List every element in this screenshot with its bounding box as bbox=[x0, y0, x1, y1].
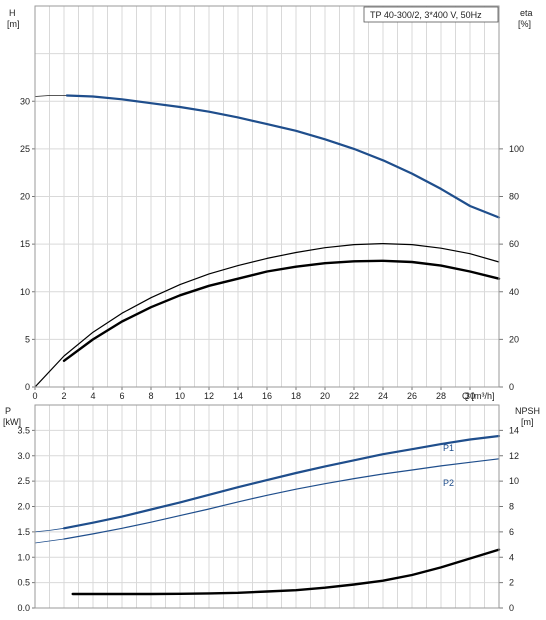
top-left-tick-label: 30 bbox=[20, 96, 30, 106]
bottom-left-tick-label: 3.0 bbox=[17, 451, 30, 461]
x-tick-label: 4 bbox=[90, 391, 95, 401]
series-label-p1: P1 bbox=[443, 443, 454, 453]
bottom-series-npsh bbox=[71, 548, 501, 596]
bottom-left-tick-label: 2.5 bbox=[17, 476, 30, 486]
top-series-eta-total bbox=[62, 259, 501, 362]
x-tick-label: 2 bbox=[61, 391, 66, 401]
x-tick-label: 30 bbox=[465, 391, 475, 401]
bottom-series-p1-extrapolated- bbox=[34, 527, 65, 533]
x-tick-label: 22 bbox=[349, 391, 359, 401]
x-axis-title: Q [m³/h] bbox=[462, 391, 495, 401]
series-label-p2: P2 bbox=[443, 478, 454, 488]
top-series-h-extrapolated- bbox=[34, 95, 68, 97]
bottom-left-tick-label: 1.0 bbox=[17, 552, 30, 562]
x-tick-label: 6 bbox=[119, 391, 124, 401]
bottom-right-tick-label: 8 bbox=[509, 502, 514, 512]
bottom-left-tick-label: 2.0 bbox=[17, 502, 30, 512]
tick-labels: 0510152025300204060801000.00.51.01.52.02… bbox=[17, 96, 524, 613]
x-tick-label: 20 bbox=[320, 391, 330, 401]
top-left-tick-label: 10 bbox=[20, 287, 30, 297]
bottom-right-axis-title: NPSH bbox=[515, 406, 540, 416]
bottom-right-tick-label: 14 bbox=[509, 425, 519, 435]
bottom-plot-grid bbox=[35, 405, 499, 608]
x-tick-label: 10 bbox=[175, 391, 185, 401]
bottom-left-axis-title: P bbox=[5, 406, 11, 416]
x-tick-label: 24 bbox=[378, 391, 388, 401]
series-layer bbox=[34, 94, 501, 596]
top-plot-frame bbox=[34, 5, 500, 388]
bottom-series-p2-extrapolated- bbox=[34, 538, 65, 544]
top-series-h bbox=[65, 94, 501, 219]
bottom-series-p1 bbox=[62, 434, 501, 530]
top-left-tick-label: 25 bbox=[20, 144, 30, 154]
x-tick-label: 18 bbox=[291, 391, 301, 401]
top-right-tick-label: 100 bbox=[509, 144, 524, 154]
bottom-right-tick-label: 4 bbox=[509, 552, 514, 562]
bottom-left-tick-label: 0.0 bbox=[17, 603, 30, 613]
bottom-left-tick-label: 1.5 bbox=[17, 527, 30, 537]
bottom-right-tick-label: 10 bbox=[509, 476, 519, 486]
top-series-eta-pump bbox=[34, 243, 500, 388]
top-right-tick-label: 0 bbox=[509, 382, 514, 392]
top-left-tick-label: 15 bbox=[20, 239, 30, 249]
bottom-right-tick-label: 12 bbox=[509, 451, 519, 461]
x-tick-label: 12 bbox=[204, 391, 214, 401]
bottom-right-axis-unit: [m] bbox=[521, 417, 534, 427]
top-left-tick-label: 20 bbox=[20, 192, 30, 202]
bottom-right-tick-label: 6 bbox=[509, 527, 514, 537]
x-tick-label: 14 bbox=[233, 391, 243, 401]
bottom-left-axis-unit: [kW] bbox=[3, 417, 21, 427]
top-left-axis-unit: [m] bbox=[7, 19, 20, 29]
x-tick-label: 16 bbox=[262, 391, 272, 401]
top-left-axis-title: H bbox=[9, 8, 16, 18]
bottom-plot-frame bbox=[34, 404, 500, 609]
top-right-axis-unit: [%] bbox=[518, 19, 531, 29]
top-left-tick-label: 5 bbox=[25, 334, 30, 344]
chart-title-box: TP 40-300/2, 3*400 V, 50Hz bbox=[363, 6, 499, 23]
x-tick-label: 0 bbox=[32, 391, 37, 401]
bottom-right-tick-label: 2 bbox=[509, 578, 514, 588]
bottom-series-p2 bbox=[63, 458, 500, 540]
chart-title: TP 40-300/2, 3*400 V, 50Hz bbox=[370, 10, 482, 20]
top-right-tick-label: 40 bbox=[509, 287, 519, 297]
top-right-axis-title: eta bbox=[520, 8, 533, 18]
bottom-left-tick-label: 3.5 bbox=[17, 425, 30, 435]
top-right-tick-label: 60 bbox=[509, 239, 519, 249]
x-tick-label: 26 bbox=[407, 391, 417, 401]
bottom-left-tick-label: 0.5 bbox=[17, 578, 30, 588]
x-tick-label: 8 bbox=[148, 391, 153, 401]
top-plot-grid bbox=[35, 6, 499, 387]
x-tick-label: 28 bbox=[436, 391, 446, 401]
top-right-tick-label: 20 bbox=[509, 334, 519, 344]
bottom-right-tick-label: 0 bbox=[509, 603, 514, 613]
top-left-tick-label: 0 bbox=[25, 382, 30, 392]
top-right-tick-label: 80 bbox=[509, 192, 519, 202]
